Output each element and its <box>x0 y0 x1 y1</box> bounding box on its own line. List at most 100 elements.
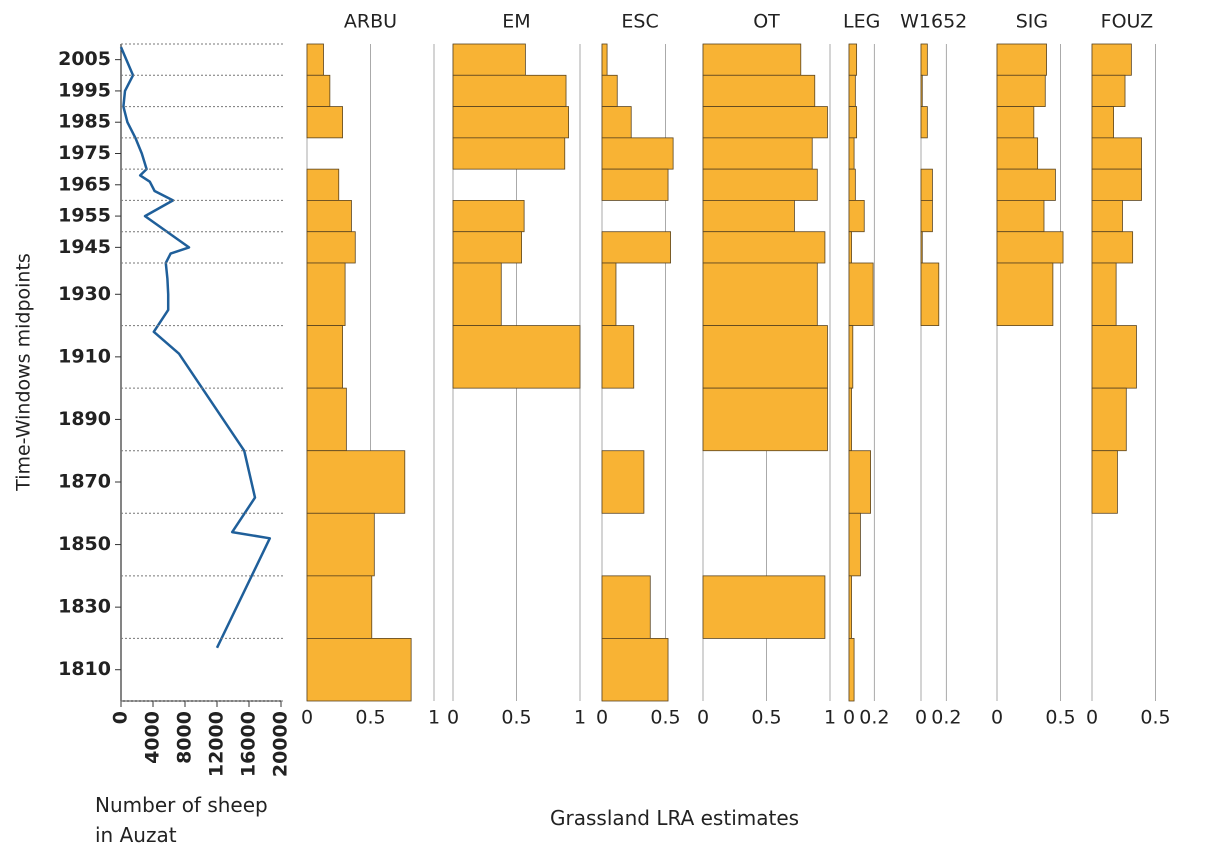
bar <box>848 325 854 389</box>
bar <box>996 106 1035 139</box>
y-tick-label: 1870 <box>58 471 111 493</box>
x-tick-label: 4000 <box>142 711 164 764</box>
panel-title: FOUZ <box>1101 11 1153 33</box>
bar <box>848 168 856 201</box>
bar <box>848 387 852 452</box>
bar <box>1091 231 1134 264</box>
bar <box>920 231 923 264</box>
bar <box>848 512 861 577</box>
x-tick-label: 1 <box>428 707 440 729</box>
bar <box>601 262 617 326</box>
bar <box>1091 137 1142 170</box>
bar <box>702 74 816 107</box>
x-tick-label: 0 <box>447 707 459 729</box>
bar <box>920 43 928 76</box>
y-axis-title: Time-Windows midpoints <box>13 253 35 492</box>
bar <box>920 168 933 201</box>
y-tick-label: 1945 <box>58 236 111 258</box>
bar <box>306 387 347 452</box>
bar <box>306 450 406 514</box>
bar <box>702 575 826 639</box>
x-tick-label: 0.2 <box>931 707 961 729</box>
bar <box>920 106 928 139</box>
bar <box>601 325 635 389</box>
bar <box>1091 450 1118 514</box>
bar <box>1091 168 1142 201</box>
y-tick-label: 1890 <box>58 408 111 430</box>
bar <box>996 43 1047 76</box>
y-tick-label: 1975 <box>58 142 111 164</box>
bar <box>1091 106 1114 139</box>
x-tick-label: 20000 <box>270 711 292 777</box>
y-tick-label: 1830 <box>58 596 111 618</box>
bar <box>601 231 671 264</box>
bar <box>306 638 412 702</box>
bar <box>306 575 373 639</box>
bar <box>306 200 352 233</box>
x-tick-label: 0.2 <box>859 707 889 729</box>
bar <box>702 200 795 233</box>
x-tick-label: 0 <box>697 707 709 729</box>
bar <box>848 106 858 139</box>
x-tick-label: 0.5 <box>1045 707 1075 729</box>
bar <box>996 74 1046 107</box>
bar <box>848 43 858 76</box>
bar <box>996 231 1064 264</box>
bar <box>996 168 1056 201</box>
x-tick-label: 0 <box>1086 707 1098 729</box>
bar <box>452 74 567 107</box>
x-tick-label: 12000 <box>206 711 228 777</box>
x-tick-label: 1 <box>574 707 586 729</box>
bar <box>1091 325 1137 389</box>
sheep-line <box>119 46 272 649</box>
bar <box>601 168 669 201</box>
x-tick-label: 0 <box>991 707 1003 729</box>
y-tick-label: 1995 <box>58 79 111 101</box>
bar <box>702 387 828 452</box>
bar <box>452 262 502 326</box>
x-tick-label: 0.5 <box>650 707 680 729</box>
x-tick-label: 0.5 <box>1140 707 1170 729</box>
bar <box>452 325 581 389</box>
bar <box>702 106 828 139</box>
x-axis-title: Number of sheep in Auzat <box>95 793 268 847</box>
x-tick-label: 0 <box>596 707 608 729</box>
bar <box>702 168 818 201</box>
bar <box>306 325 343 389</box>
bar <box>452 43 526 76</box>
bar <box>702 137 813 170</box>
y-tick-label: 2005 <box>58 48 111 70</box>
bar <box>996 200 1045 233</box>
panel-title: OT <box>753 11 780 33</box>
panel-title: ARBU <box>344 11 397 33</box>
bar <box>848 200 865 233</box>
bar <box>702 262 818 326</box>
bar <box>452 137 566 170</box>
panel-title: ESC <box>621 11 658 33</box>
x-tick-label: 0 <box>843 707 855 729</box>
bar <box>452 200 525 233</box>
bar <box>996 137 1039 170</box>
y-tick-label: 1965 <box>58 173 111 195</box>
y-tick-label: 1955 <box>58 205 111 227</box>
bar <box>702 325 828 389</box>
bar <box>452 231 522 264</box>
x-tick-label: 0 <box>915 707 927 729</box>
bar <box>996 262 1054 326</box>
x-tick-label: 0 <box>110 711 132 724</box>
panel-title: W1652 <box>900 11 967 33</box>
bar <box>306 231 356 264</box>
bar <box>601 450 645 514</box>
bar <box>1091 262 1117 326</box>
bar <box>306 43 324 76</box>
x-tick-label: 1 <box>824 707 836 729</box>
bar <box>306 168 340 201</box>
y-tick-label: 1985 <box>58 111 111 133</box>
bar <box>920 262 940 326</box>
bar <box>306 74 331 107</box>
bar <box>848 575 852 639</box>
bar <box>1091 387 1127 452</box>
x-tick-label: 16000 <box>238 711 260 777</box>
bar <box>601 137 674 170</box>
